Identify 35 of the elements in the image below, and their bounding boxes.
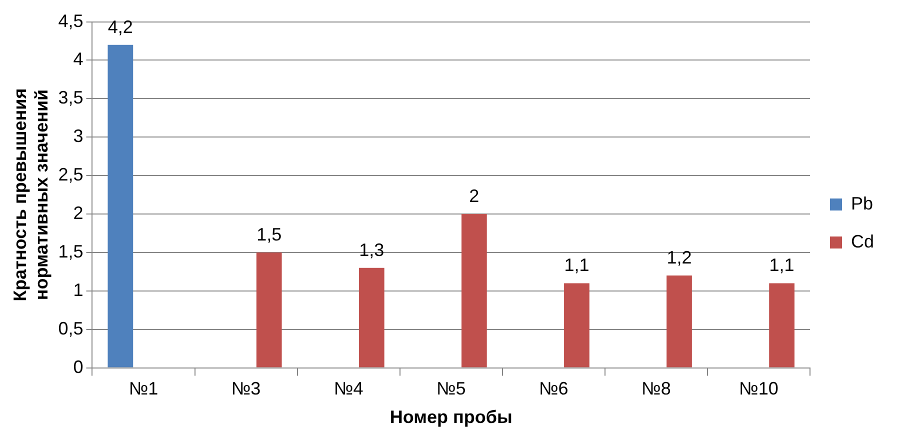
bar <box>666 276 692 368</box>
y-tick-label: 0,5 <box>58 318 84 338</box>
data-label: 1,5 <box>256 224 282 244</box>
y-axis-title: Кратность превышения нормативных значений <box>10 88 52 302</box>
x-tick-label: №6 <box>538 378 568 399</box>
y-tick-label: 1,5 <box>58 241 84 262</box>
data-label: 1,1 <box>564 255 590 276</box>
x-tick-label: №5 <box>436 378 466 399</box>
y-tick-label: 4,5 <box>58 10 84 31</box>
x-tick-label: №4 <box>334 378 364 399</box>
x-tick-label: №3 <box>231 378 261 399</box>
bar <box>564 283 590 368</box>
y-tick-label: 2 <box>73 202 84 223</box>
data-label: 4,2 <box>108 16 133 37</box>
data-label: 2 <box>469 186 480 206</box>
data-label: 1,3 <box>359 240 384 260</box>
data-label: 1,2 <box>666 248 692 268</box>
x-tick-label: №8 <box>642 378 671 399</box>
legend-label: Cd <box>850 231 874 252</box>
y-tick-label: 4 <box>73 49 84 70</box>
y-tick-label: 0 <box>73 356 84 377</box>
y-tick-label: 3,5 <box>58 88 84 108</box>
bar <box>461 214 487 368</box>
y-tick-label: 1 <box>73 280 84 300</box>
bar <box>108 44 134 368</box>
y-tick-label: 2,5 <box>58 164 84 185</box>
data-label: 1,1 <box>769 255 794 276</box>
legend-label: Pb <box>850 193 874 214</box>
x-tick-label: №10 <box>739 378 778 399</box>
bar <box>256 252 282 368</box>
bar <box>769 283 794 368</box>
y-tick-label: 3 <box>73 126 84 146</box>
x-tick-label: №1 <box>128 378 158 399</box>
x-axis-title: Номер пробы <box>390 407 512 428</box>
bar <box>358 268 384 368</box>
